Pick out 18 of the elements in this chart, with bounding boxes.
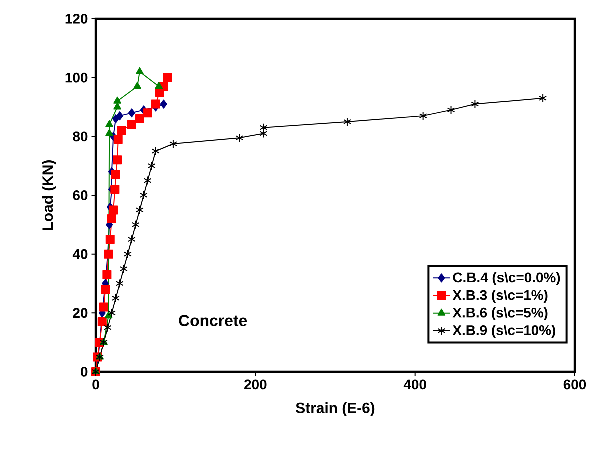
x-axis-title: Strain (E-6)	[296, 402, 375, 416]
legend-label: X.B.3 (s\c=1%)	[452, 290, 548, 303]
legend-label: X.B.9 (s\c=10%)	[452, 325, 556, 338]
legend-label: C.B.4 (s\c=0.0%)	[453, 272, 560, 286]
annotation: Concrete	[179, 315, 248, 326]
x-tick-label: 600	[564, 380, 586, 390]
y-tick-label: 120	[66, 14, 88, 24]
legend-label: X.B.6 (s\c=5%)	[452, 308, 548, 321]
y-tick-label: 40	[72, 249, 88, 260]
x-tick-label: 0	[92, 380, 100, 390]
y-tick-label: 80	[73, 132, 88, 142]
y-axis-title: Load (KN)	[42, 160, 56, 230]
x-tick-label: 400	[404, 380, 426, 390]
y-tick-label: 60	[73, 190, 88, 200]
y-tick-label: 0	[81, 367, 88, 377]
x-tick-label: 200	[244, 380, 267, 390]
y-tick-label: 20	[73, 308, 88, 318]
y-tick-label: 100	[66, 72, 88, 83]
